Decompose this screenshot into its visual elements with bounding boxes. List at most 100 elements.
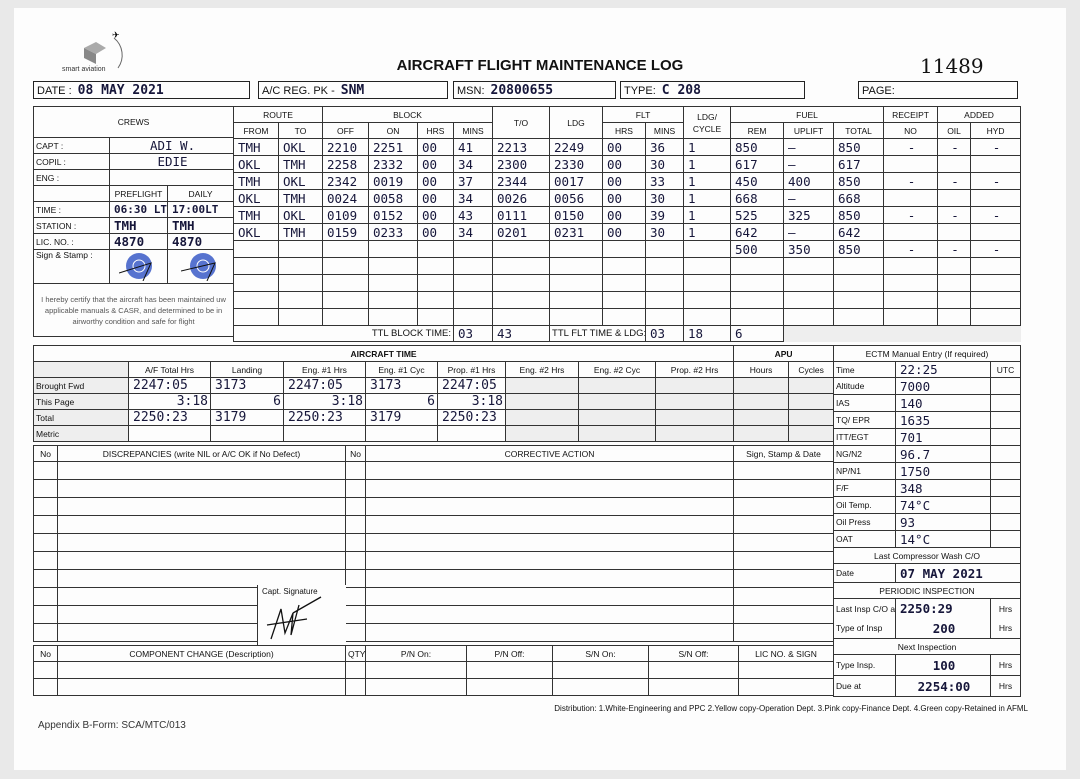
flight-cell[interactable]: 00 [602,155,647,173]
flight-cell[interactable] [602,257,647,275]
flight-cell[interactable]: TMH [233,138,279,156]
flight-cell[interactable]: 1 [683,223,732,241]
flight-cell[interactable]: 0024 [322,189,369,207]
flight-cell[interactable]: 0150 [549,206,604,224]
flight-cell[interactable]: 37 [452,172,494,190]
flight-cell[interactable]: 36 [645,138,685,156]
flight-cell[interactable] [549,274,604,292]
flight-cell[interactable] [937,257,972,275]
discrepancy-cell[interactable] [365,605,734,624]
flight-cell[interactable]: 0111 [492,206,551,224]
flight-cell[interactable] [730,291,785,309]
flight-cell[interactable] [683,274,732,292]
flight-cell[interactable]: 850 [833,240,885,258]
flight-cell[interactable] [233,308,279,326]
flight-cell[interactable]: 450 [730,172,785,190]
discrepancy-cell[interactable] [365,533,734,552]
flight-cell[interactable]: TMH [278,155,323,173]
flight-cell[interactable]: — [783,189,835,207]
discrepancy-cell[interactable] [733,623,834,642]
flight-cell[interactable] [417,240,454,258]
discrepancy-cell[interactable] [365,497,734,516]
flight-cell[interactable]: 400 [783,172,835,190]
flight-cell[interactable]: - [883,138,939,156]
flight-cell[interactable] [937,155,972,173]
flight-cell[interactable] [970,189,1022,207]
ectm-value[interactable]: 93 [895,513,991,531]
discrepancy-cell[interactable] [33,479,58,498]
flight-cell[interactable]: - [937,172,972,190]
flight-cell[interactable]: 500 [730,240,785,258]
aircraft-time-cell[interactable]: 3173 [210,377,284,394]
flight-cell[interactable] [730,257,785,275]
aircraft-time-cell[interactable] [654,409,735,426]
flight-cell[interactable] [278,240,323,258]
flight-cell[interactable] [602,240,647,258]
type-insp[interactable]: 200 [895,618,991,639]
flight-cell[interactable]: 34 [452,155,494,173]
discrepancy-cell[interactable] [345,551,366,570]
flight-cell[interactable] [970,257,1022,275]
flight-cell[interactable] [645,257,685,275]
discrepancy-row[interactable] [33,515,834,534]
aircraft-time-cell[interactable]: 3:18 [437,393,506,410]
ectm-value[interactable]: 7000 [895,377,991,395]
flight-cell[interactable]: 0231 [549,223,604,241]
flight-row[interactable] [233,308,1022,326]
flight-cell[interactable]: 00 [602,172,647,190]
aircraft-time-cell[interactable]: 2250:23 [128,409,211,426]
flight-cell[interactable] [602,308,647,326]
flight-cell[interactable]: 1 [683,155,732,173]
flight-cell[interactable] [233,257,279,275]
aircraft-time-cell[interactable]: 6 [365,393,438,410]
flight-cell[interactable]: 00 [417,172,454,190]
discrepancy-cell[interactable] [365,623,734,642]
aircraft-time-cell[interactable] [505,425,579,442]
flight-cell[interactable] [278,308,323,326]
flight-cell[interactable]: 850 [833,172,885,190]
flight-cell[interactable] [602,274,647,292]
ectm-value[interactable]: 74°C [895,496,991,514]
aircraft-time-cell[interactable]: 2247:05 [128,377,211,394]
flight-cell[interactable] [783,291,835,309]
flight-cell[interactable] [883,223,939,241]
wash-date[interactable]: 07 MAY 2021 [895,563,1021,583]
apu-hours-cell[interactable] [733,377,790,394]
last-insp[interactable]: 2250:29 [895,598,991,619]
aircraft-time-cell[interactable] [437,425,506,442]
discrepancy-cell[interactable] [733,533,834,552]
aircraft-time-cell[interactable] [578,393,656,410]
flight-cell[interactable] [833,308,885,326]
flight-cell[interactable] [883,155,939,173]
flight-cell[interactable] [645,308,685,326]
discrepancy-row[interactable] [33,461,834,480]
flight-cell[interactable] [417,308,454,326]
flight-cell[interactable] [833,274,885,292]
aircraft-time-cell[interactable] [365,425,438,442]
flight-cell[interactable] [452,274,494,292]
flight-cell[interactable]: - [970,172,1022,190]
flight-row[interactable]: 500 350 850- - - [233,240,1022,258]
flight-cell[interactable] [730,308,785,326]
flight-cell[interactable] [492,291,551,309]
flight-cell[interactable] [549,308,604,326]
discrepancy-cell[interactable] [733,479,834,498]
flight-cell[interactable] [683,291,732,309]
flight-cell[interactable] [278,274,323,292]
flight-cell[interactable]: 617 [730,155,785,173]
discrepancy-cell[interactable] [33,605,58,624]
discrepancy-cell[interactable] [365,461,734,480]
discrepancy-row[interactable] [33,479,834,498]
copil-value[interactable]: EDIE [108,153,235,170]
discrepancy-cell[interactable] [365,479,734,498]
flight-cell[interactable]: 2330 [549,155,604,173]
flight-cell[interactable]: 350 [783,240,835,258]
flight-cell[interactable]: - [883,172,939,190]
discrepancy-cell[interactable] [365,587,734,606]
capt-value[interactable]: ADI W. [108,137,235,154]
flight-cell[interactable]: OKL [278,172,323,190]
flight-cell[interactable]: 30 [645,189,685,207]
aircraft-time-cell[interactable]: 2250:23 [283,409,366,426]
flight-cell[interactable]: 2332 [368,155,418,173]
flight-cell[interactable]: 2342 [322,172,369,190]
